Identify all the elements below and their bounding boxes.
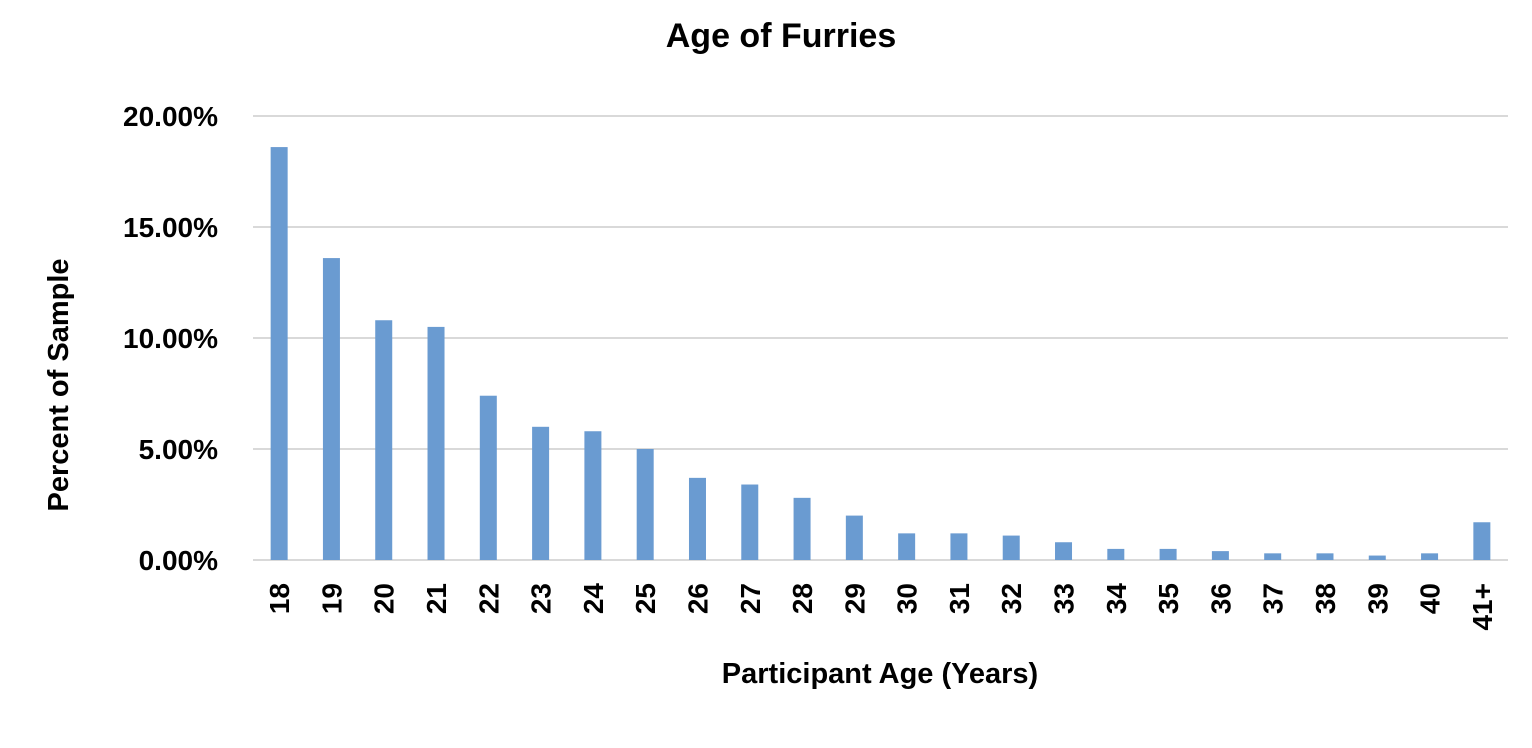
x-tick-label: 38 [1310,583,1341,614]
x-tick-label: 18 [264,583,295,614]
bar-18 [270,147,288,560]
bar-32 [1002,535,1020,560]
x-tick-label: 35 [1153,583,1184,614]
y-axis-title: Percent of Sample [43,258,75,511]
x-tick-label: 40 [1415,583,1446,614]
bars [270,147,1491,560]
y-tick-label: 20.00% [123,101,218,132]
bar-39 [1368,555,1386,560]
bar-21 [427,326,445,560]
bar-30 [898,533,916,560]
bar-33 [1055,542,1073,560]
x-tick-label: 34 [1101,583,1132,615]
x-tick-label: 26 [682,583,713,614]
bar-41+ [1473,522,1491,560]
x-tick-label: 22 [473,583,504,614]
x-tick-label: 24 [578,583,609,615]
x-tick-label: 19 [316,583,347,614]
bar-26 [688,477,706,560]
bar-36 [1211,551,1229,560]
bar-37 [1264,553,1282,560]
x-tick-label: 25 [630,583,661,614]
y-tick-label: 10.00% [123,323,218,354]
bar-20 [375,320,393,560]
y-tick-label: 15.00% [123,212,218,243]
x-tick-label: 28 [787,583,818,614]
bar-24 [584,431,602,560]
bar-19 [322,258,340,560]
x-axis-title: Participant Age (Years) [722,658,1038,690]
bar-25 [636,449,654,560]
y-tick-label: 5.00% [139,434,218,465]
x-tick-label: 20 [369,583,400,614]
chart-title: Age of Furries [666,17,896,55]
x-tick-label: 27 [735,583,766,614]
x-tick-label: 37 [1258,583,1289,614]
bar-29 [845,515,863,560]
x-tick-label: 33 [1049,583,1080,614]
bar-35 [1159,548,1177,560]
bar-28 [793,497,811,560]
x-tick-label: 23 [526,583,557,614]
x-axis-tick-labels: 18 19 20 21 22 23 24 25 26 27 28 29 30 31 32 33 34 35 36 37… [264,583,1498,631]
gridlines [253,115,1508,561]
x-tick-label: 36 [1205,583,1236,614]
x-tick-label: 21 [421,583,452,614]
bar-38 [1316,553,1334,560]
x-tick-label: 32 [996,583,1027,614]
bar-31 [950,533,968,560]
bar-22 [479,395,497,560]
y-tick-label: 0.00% [139,545,218,576]
x-tick-label: 29 [839,583,870,614]
x-tick-label: 39 [1362,583,1393,614]
y-axis-tick-labels: 0.00% 5.00% 10.00% 15.00% 20.00% [123,101,218,576]
bar-34 [1107,548,1125,560]
bar-27 [741,484,759,560]
x-tick-label: 30 [892,583,923,614]
bar-23 [532,426,550,560]
x-tick-label: 31 [944,583,975,614]
x-tick-label: 41+ [1467,583,1498,631]
bar-40 [1421,553,1439,560]
